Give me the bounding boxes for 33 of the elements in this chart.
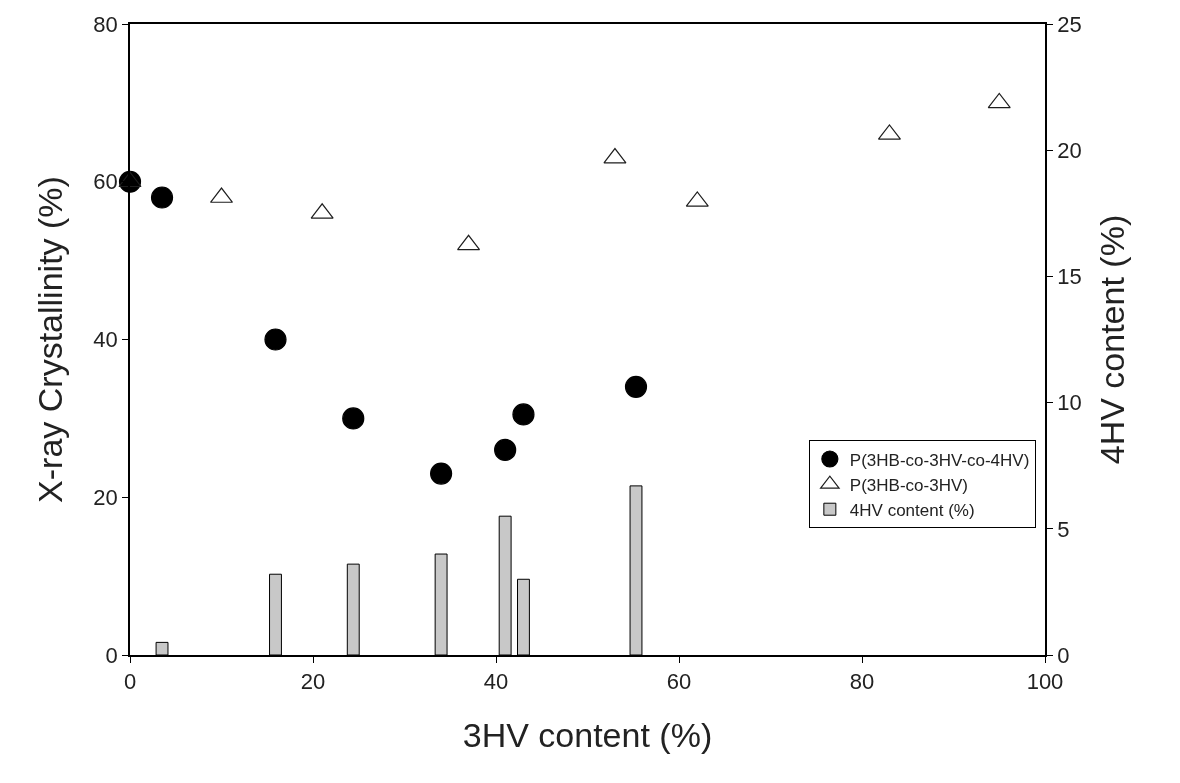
legend-label: P(3HB-co-3HV-co-4HV) [849,450,1030,470]
point [430,462,453,485]
y2-tick-label: 15 [1057,264,1082,290]
x-tick-label: 60 [666,669,692,695]
y2-tick-label: 5 [1057,516,1070,542]
point [987,92,1011,109]
x-tick-label: 40 [483,669,509,695]
x-tick-label: 80 [849,669,875,695]
y-tick-label: 80 [93,11,118,37]
point [150,186,174,209]
y-axis-title: X-ray Crystallinity (%) [31,176,70,503]
point [494,438,517,462]
y-tick-label: 40 [93,327,118,353]
y2-tick-label: 10 [1057,390,1082,416]
legend-label: P(3HB-co-3HV) [849,475,968,495]
point [118,171,142,188]
point [342,407,365,430]
y2-tick-label: 0 [1057,642,1070,668]
y2-tick-label: 20 [1057,137,1082,163]
x-axis-title: 3HV content (%) [462,715,713,754]
y2-axis-title: 4HV content (%) [1093,214,1132,465]
point [512,403,535,426]
legend-label: 4HV content (%) [849,500,975,520]
x-tick-label: 0 [123,669,137,695]
x-tick-label: 100 [1026,669,1064,695]
point [264,328,287,351]
y-tick-label: 60 [93,169,118,195]
y2-tick-label: 25 [1057,11,1082,37]
x-tick-label: 20 [300,669,326,695]
point [603,147,627,164]
point [624,375,648,398]
y-tick-label: 0 [105,642,118,668]
y-tick-label: 20 [93,484,118,510]
